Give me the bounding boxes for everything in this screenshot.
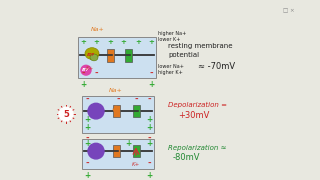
Text: +: + [84, 171, 90, 180]
Text: +: + [80, 39, 86, 45]
Bar [107, 49, 114, 62]
Bar [132, 105, 140, 117]
Text: lower Na+: lower Na+ [158, 64, 184, 69]
FancyBboxPatch shape [82, 96, 154, 133]
Text: +: + [84, 115, 90, 124]
Text: K+: K+ [86, 66, 94, 71]
Text: Repolarization ≈: Repolarization ≈ [168, 145, 227, 151]
Text: +: + [93, 39, 99, 45]
Text: +: + [146, 139, 152, 148]
Text: -: - [85, 134, 89, 143]
Text: K+: K+ [132, 162, 140, 167]
Circle shape [81, 65, 91, 75]
Text: +: + [135, 39, 141, 45]
Text: +: + [148, 39, 154, 45]
Text: 5: 5 [63, 110, 69, 119]
Bar [132, 145, 140, 158]
Text: +: + [120, 39, 126, 45]
Text: -: - [147, 95, 151, 104]
Text: +: + [80, 80, 86, 89]
Text: Na+: Na+ [109, 88, 123, 93]
Text: -80mV: -80mV [173, 154, 201, 163]
Text: higher Na+: higher Na+ [158, 31, 186, 36]
Circle shape [88, 103, 104, 119]
Bar [113, 145, 119, 158]
Text: resting membrane
potential: resting membrane potential [168, 43, 233, 58]
Text: -: - [81, 69, 85, 78]
Text: -: - [85, 159, 89, 168]
Text: -: - [134, 95, 138, 104]
Text: ATP: ATP [87, 53, 95, 57]
Text: +: + [146, 171, 152, 180]
Text: -: - [116, 95, 120, 104]
Text: ≈ -70mV: ≈ -70mV [198, 62, 235, 71]
Text: -: - [85, 95, 89, 104]
Ellipse shape [85, 48, 99, 59]
Text: +: + [84, 139, 90, 148]
Text: +: + [107, 39, 113, 45]
Text: ATP: ATP [82, 68, 90, 72]
FancyBboxPatch shape [78, 37, 156, 78]
Text: Na+: Na+ [91, 27, 105, 32]
Text: +: + [146, 123, 152, 132]
Text: +30mV: +30mV [178, 111, 209, 120]
Text: -: - [149, 69, 153, 78]
Text: □ ×: □ × [284, 8, 295, 13]
Text: higher K+: higher K+ [158, 70, 183, 75]
Text: -: - [147, 159, 151, 168]
Bar [124, 49, 132, 62]
Text: +: + [125, 139, 131, 148]
Text: +: + [146, 115, 152, 124]
Ellipse shape [90, 54, 98, 61]
Text: +: + [148, 80, 154, 89]
Circle shape [59, 107, 73, 121]
Text: +: + [84, 123, 90, 132]
Circle shape [88, 143, 104, 159]
Text: -: - [94, 69, 98, 78]
FancyBboxPatch shape [82, 140, 154, 169]
Text: lower K+: lower K+ [158, 37, 180, 42]
Bar [113, 105, 119, 117]
Text: -: - [147, 134, 151, 143]
Text: Depolarization =: Depolarization = [168, 102, 227, 108]
